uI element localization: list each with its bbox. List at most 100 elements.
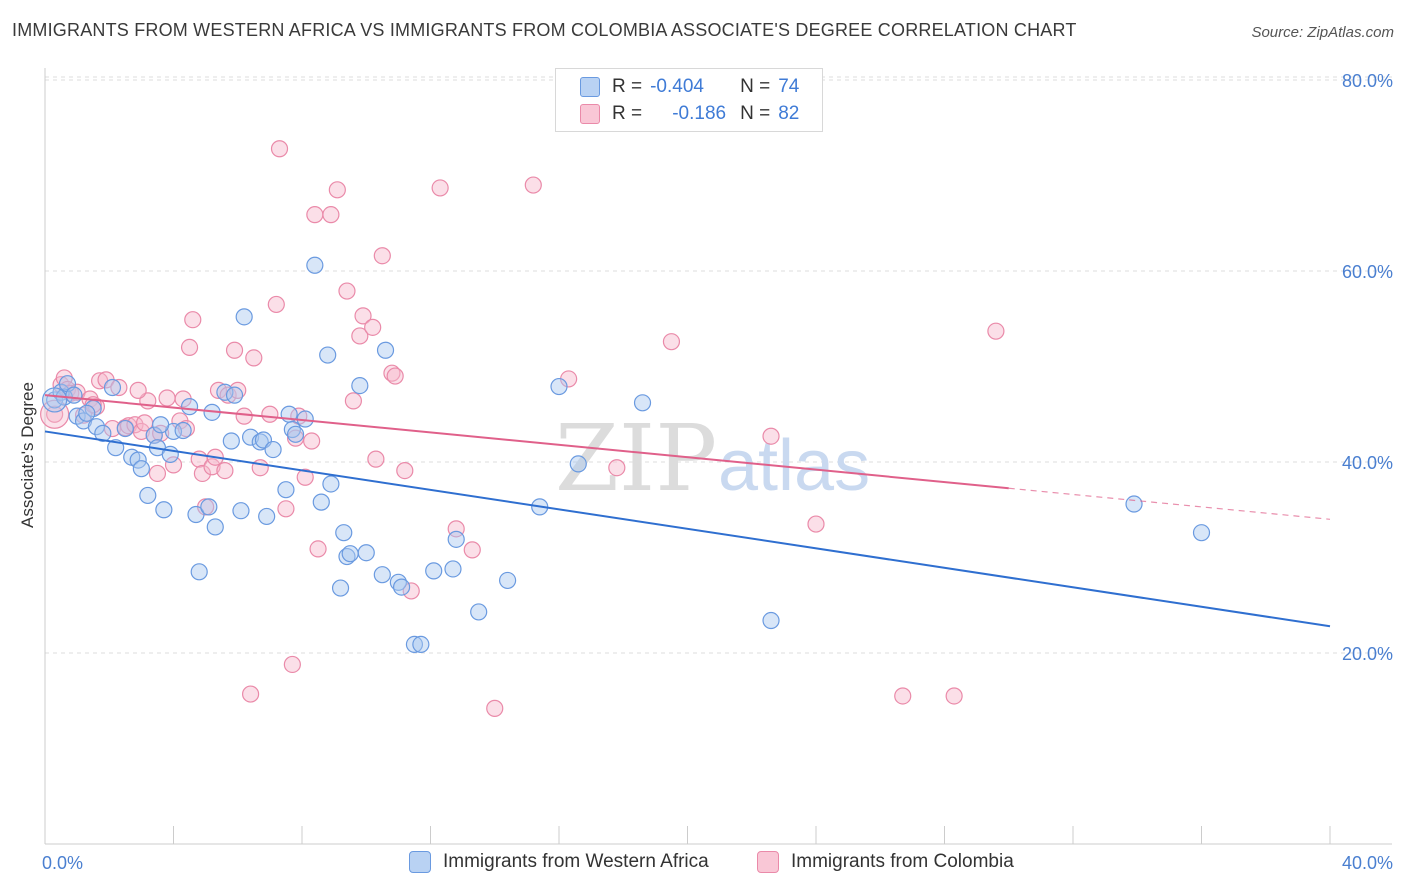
legend-item-colombia[interactable]: Immigrants from Colombia	[757, 851, 1014, 873]
data-point-western-africa	[78, 404, 96, 422]
data-point-western-africa	[155, 501, 173, 519]
data-point-western-africa	[306, 256, 324, 274]
data-point-colombia	[203, 458, 221, 476]
data-point-western-africa	[200, 498, 218, 516]
data-point-colombia	[180, 338, 199, 356]
x-tick-label: 40.0%	[1342, 853, 1393, 873]
data-point-western-africa	[152, 416, 170, 434]
data-point-colombia	[328, 181, 346, 199]
data-point-western-africa	[373, 566, 391, 584]
data-point-western-africa	[216, 383, 234, 401]
trend-line-colombia	[44, 394, 1009, 490]
data-point-colombia	[251, 459, 269, 477]
data-point-colombia	[894, 687, 912, 705]
data-point-colombia	[402, 582, 420, 600]
data-point-colombia	[338, 282, 356, 300]
data-point-colombia	[364, 318, 382, 336]
data-point-colombia	[762, 427, 780, 445]
data-point-western-africa	[87, 418, 106, 436]
y-tick-label: 80.0%	[1342, 71, 1393, 91]
data-point-colombia	[219, 386, 237, 404]
legend-n-label: N =	[740, 103, 771, 124]
data-point-western-africa	[412, 635, 430, 654]
data-point-colombia	[242, 685, 260, 703]
data-point-colombia	[987, 322, 1005, 340]
data-point-colombia	[40, 399, 70, 429]
legend-label-western-africa: Immigrants from Western Africa	[443, 851, 709, 872]
data-point-western-africa	[190, 563, 208, 581]
data-point-colombia	[216, 461, 234, 480]
data-point-colombia	[303, 432, 321, 450]
x-tick-label: 0.0%	[42, 853, 83, 873]
data-point-western-africa	[1125, 495, 1143, 513]
data-point-colombia	[431, 179, 449, 197]
data-point-western-africa	[116, 419, 134, 438]
data-point-colombia	[524, 176, 542, 194]
chart-title: IMMIGRANTS FROM WESTERN AFRICA VS IMMIGR…	[12, 20, 1077, 40]
legend-swatch-pink	[580, 104, 600, 124]
data-point-colombia	[309, 540, 327, 558]
data-point-western-africa	[235, 308, 253, 326]
data-point-colombia	[945, 687, 963, 705]
data-point-western-africa	[357, 544, 375, 562]
legend-n-value: 82	[778, 103, 800, 124]
data-point-western-africa	[264, 440, 282, 459]
data-point-colombia	[322, 206, 340, 224]
y-tick-label: 20.0%	[1342, 644, 1393, 664]
trend-line-colombia-extension	[1008, 487, 1331, 520]
data-point-western-africa	[180, 398, 199, 416]
legend-r-label: R =	[612, 103, 643, 124]
data-point-colombia	[608, 459, 626, 477]
data-point-colombia	[225, 341, 244, 359]
data-point-western-africa	[242, 428, 260, 446]
data-point-western-africa	[351, 377, 369, 395]
legend-item-western-africa[interactable]: Immigrants from Western Africa	[409, 851, 709, 873]
data-point-colombia	[344, 392, 362, 410]
data-point-colombia	[184, 311, 202, 329]
data-point-colombia	[807, 515, 825, 533]
data-point-colombia	[354, 307, 372, 325]
watermark-zip: ZIP	[555, 405, 717, 512]
data-point-colombia	[396, 461, 414, 480]
data-point-western-africa	[222, 432, 240, 450]
data-point-colombia	[164, 456, 183, 474]
watermark-atlas: atlas	[718, 426, 870, 506]
legend-swatch-blue	[580, 77, 600, 97]
data-point-colombia	[129, 381, 147, 399]
data-point-colombia	[306, 206, 324, 224]
data-point-colombia	[296, 468, 314, 486]
data-point-western-africa	[42, 387, 68, 413]
data-point-western-africa	[286, 425, 305, 443]
legend-label-colombia: Immigrants from Colombia	[791, 851, 1014, 872]
data-point-colombia	[283, 655, 301, 674]
data-point-western-africa	[232, 502, 250, 520]
data-point-western-africa	[187, 505, 205, 524]
data-point-western-africa	[277, 481, 295, 499]
data-point-western-africa	[319, 346, 337, 364]
data-point-colombia	[235, 407, 253, 425]
data-point-western-africa	[392, 578, 411, 596]
data-point-colombia	[209, 381, 228, 399]
data-point-colombia	[267, 295, 285, 314]
data-point-colombia	[158, 389, 176, 407]
data-point-western-africa	[283, 420, 301, 439]
data-point-western-africa	[447, 530, 465, 548]
data-point-western-africa	[206, 518, 224, 536]
data-point-western-africa	[1192, 524, 1211, 542]
data-point-colombia	[386, 367, 404, 385]
data-point-western-africa	[376, 341, 395, 359]
data-point-western-africa	[389, 573, 407, 591]
data-point-western-africa	[65, 386, 83, 404]
data-point-colombia	[261, 405, 279, 423]
data-point-western-africa	[633, 394, 652, 412]
data-point-western-africa	[258, 507, 276, 526]
tick-labels: 20.0% 40.0% 60.0% 80.0% 0.0% 40.0%	[42, 71, 1393, 873]
data-point-western-africa	[550, 377, 568, 396]
data-point-western-africa	[132, 460, 150, 478]
data-point-colombia	[229, 381, 247, 399]
data-point-western-africa	[312, 493, 330, 511]
source-label: Source: ZipAtlas.com	[1251, 24, 1394, 41]
data-point-western-africa	[94, 424, 112, 442]
data-point-colombia	[351, 327, 369, 345]
data-point-western-africa	[335, 524, 353, 542]
